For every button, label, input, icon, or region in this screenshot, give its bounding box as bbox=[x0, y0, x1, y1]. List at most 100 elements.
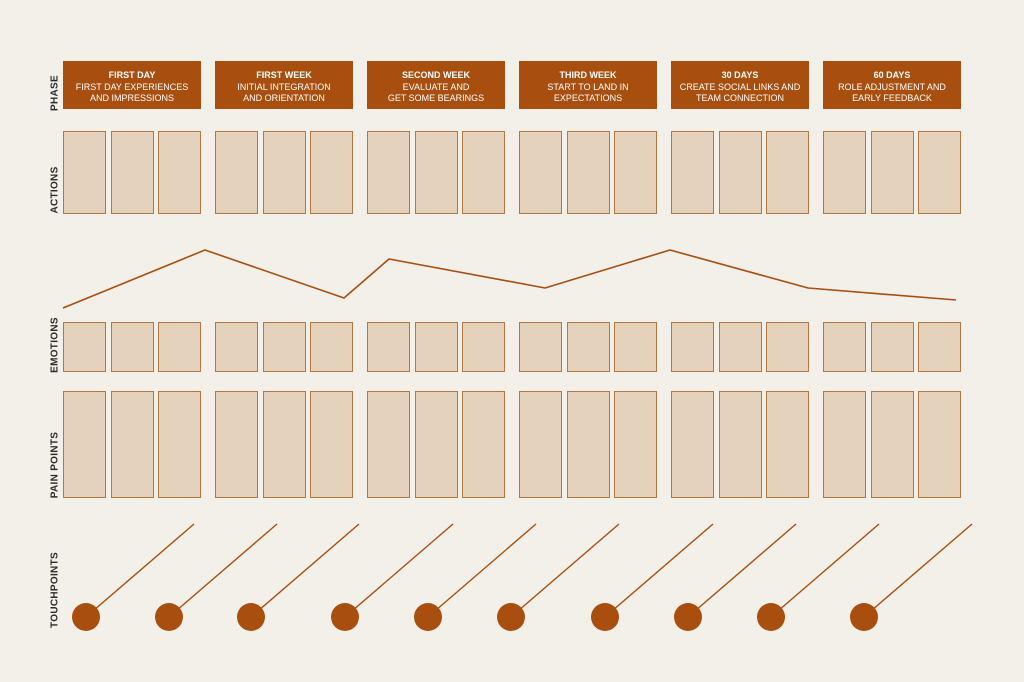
emotion-cell bbox=[158, 322, 201, 372]
pain-point-cell bbox=[462, 391, 505, 498]
emotion-cell bbox=[367, 322, 410, 372]
action-cell bbox=[766, 131, 809, 214]
pain-point-cell bbox=[766, 391, 809, 498]
pain-point-cell bbox=[718, 391, 762, 498]
phase-title: THIRD WEEK bbox=[559, 70, 617, 80]
action-cell bbox=[918, 131, 961, 214]
pain-point-cell bbox=[414, 391, 458, 498]
phase-title: 30 DAYS bbox=[721, 70, 759, 80]
pain-point-cell bbox=[63, 391, 106, 498]
touchpoint-connector bbox=[510, 523, 620, 618]
action-cell bbox=[718, 131, 762, 214]
touchpoint-connector bbox=[427, 523, 537, 618]
phase-description: EARLY FEEDBACK bbox=[852, 93, 932, 103]
touchpoint-connector bbox=[604, 523, 714, 618]
emotion-cell bbox=[614, 322, 657, 372]
touchpoint-connector bbox=[770, 523, 880, 618]
phase-header: THIRD WEEK START TO LAND IN EXPECTATIONS bbox=[519, 61, 657, 109]
pain-point-cell bbox=[870, 391, 914, 498]
phase-title: FIRST WEEK bbox=[256, 70, 312, 80]
touchpoint-connector bbox=[168, 523, 278, 618]
action-cell bbox=[671, 131, 714, 214]
action-cell bbox=[414, 131, 458, 214]
action-cell bbox=[614, 131, 657, 214]
touchpoint-dot bbox=[72, 603, 100, 631]
phase-description: INITIAL INTEGRATION bbox=[237, 81, 331, 92]
pain-point-cell bbox=[310, 391, 353, 498]
pain-point-cell bbox=[215, 391, 258, 498]
action-cell bbox=[519, 131, 562, 214]
emotion-cell bbox=[414, 322, 458, 372]
phase-header: 30 DAYS CREATE SOCIAL LINKS AND TEAM CON… bbox=[671, 61, 809, 109]
pain-point-cell bbox=[823, 391, 866, 498]
touchpoint-dot bbox=[237, 603, 265, 631]
phase-title: SECOND WEEK bbox=[401, 70, 470, 80]
action-cell bbox=[462, 131, 505, 214]
phase-description: CREATE SOCIAL LINKS AND bbox=[679, 81, 801, 92]
touchpoint-connector bbox=[85, 523, 195, 618]
phase-description: FIRST DAY EXPERIENCES bbox=[75, 81, 189, 92]
action-cell bbox=[158, 131, 201, 214]
emotion-cell bbox=[310, 322, 353, 372]
emotion-cell bbox=[262, 322, 306, 372]
touchpoints bbox=[72, 523, 973, 631]
emotion-cell bbox=[110, 322, 154, 372]
pain-point-cell bbox=[262, 391, 306, 498]
emotion-cell bbox=[63, 322, 106, 372]
emotion-cell bbox=[519, 322, 562, 372]
action-cell bbox=[63, 131, 106, 214]
phase-description: AND IMPRESSIONS bbox=[89, 93, 174, 103]
phase-description: EVALUATE AND bbox=[402, 81, 470, 92]
phase-description: AND ORIENTATION bbox=[243, 93, 325, 103]
emotion-cell bbox=[870, 322, 914, 372]
emotion-cell bbox=[918, 322, 961, 372]
pain-point-cell bbox=[918, 391, 961, 498]
emotion-cell bbox=[462, 322, 505, 372]
phase-header: SECOND WEEK EVALUATE AND GET SOME BEARIN… bbox=[367, 61, 505, 109]
pain-point-cell bbox=[158, 391, 201, 498]
phase-title: FIRST DAY bbox=[108, 70, 156, 80]
action-cell bbox=[823, 131, 866, 214]
phase-header: FIRST DAY FIRST DAY EXPERIENCES AND IMPR… bbox=[63, 61, 201, 109]
emotion-cell bbox=[718, 322, 762, 372]
emotion-cell bbox=[566, 322, 610, 372]
touchpoint-dot bbox=[591, 603, 619, 631]
phase-title: 60 DAYS bbox=[873, 70, 911, 80]
action-cell bbox=[870, 131, 914, 214]
emotion-cell bbox=[823, 322, 866, 372]
phase-header: 60 DAYS ROLE ADJUSTMENT AND EARLY FEEDBA… bbox=[823, 61, 961, 109]
phase-description: EXPECTATIONS bbox=[553, 93, 623, 103]
phase-description: ROLE ADJUSTMENT AND bbox=[838, 81, 946, 92]
touchpoint-connector bbox=[344, 523, 454, 618]
touchpoint-dot bbox=[674, 603, 702, 631]
action-cell bbox=[215, 131, 258, 214]
touchpoint-connector bbox=[250, 523, 360, 618]
touchpoint-dot bbox=[414, 603, 442, 631]
touchpoint-dot bbox=[757, 603, 785, 631]
touchpoint-dot bbox=[850, 603, 878, 631]
action-cell bbox=[367, 131, 410, 214]
touchpoint-connector bbox=[687, 523, 797, 618]
emotion-cell bbox=[215, 322, 258, 372]
phase-header: FIRST WEEK INITIAL INTEGRATION AND ORIEN… bbox=[215, 61, 353, 109]
pain-point-cell bbox=[519, 391, 562, 498]
pain-point-cell bbox=[614, 391, 657, 498]
phase-description: TEAM CONNECTION bbox=[695, 93, 784, 103]
action-cell bbox=[310, 131, 353, 214]
action-cell bbox=[262, 131, 306, 214]
emotion-cell bbox=[671, 322, 714, 372]
pain-point-cell bbox=[367, 391, 410, 498]
action-cell bbox=[566, 131, 610, 214]
pain-point-cell bbox=[110, 391, 154, 498]
action-cell bbox=[110, 131, 154, 214]
emotion-cell bbox=[766, 322, 809, 372]
phase-description: GET SOME BEARINGS bbox=[387, 93, 485, 103]
emotion-curve bbox=[62, 249, 957, 309]
pain-point-cell bbox=[566, 391, 610, 498]
touchpoint-connector bbox=[863, 523, 973, 618]
touchpoint-dot bbox=[155, 603, 183, 631]
touchpoint-dot bbox=[331, 603, 359, 631]
touchpoint-dot bbox=[497, 603, 525, 631]
pain-point-cell bbox=[671, 391, 714, 498]
